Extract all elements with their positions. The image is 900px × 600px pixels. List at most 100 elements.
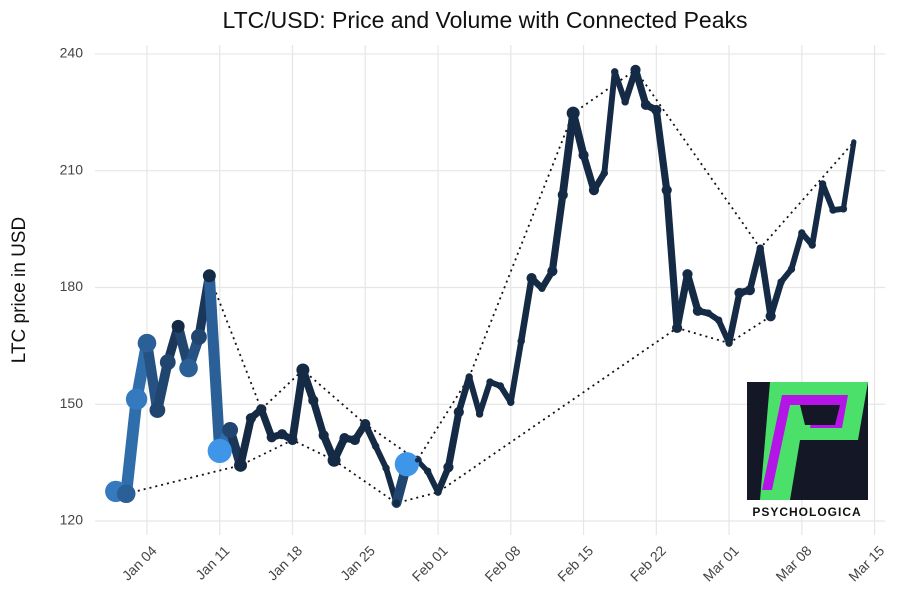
price-segment	[569, 109, 588, 160]
price-point	[207, 438, 232, 464]
price-segment	[236, 414, 255, 470]
price-segment	[840, 139, 857, 212]
price-point	[526, 273, 537, 284]
price-segment	[558, 109, 578, 199]
chart-title: LTC/USD: Price and Volume with Connected…	[223, 7, 748, 33]
price-point	[787, 265, 796, 273]
price-segment	[683, 270, 702, 315]
x-tick-label: Feb 22	[627, 542, 669, 584]
price-point	[159, 354, 176, 371]
price-segment	[309, 396, 328, 439]
x-tick-label: Mar 15	[845, 542, 887, 584]
price-point	[360, 418, 371, 430]
price-segment	[819, 180, 836, 213]
plot	[105, 64, 857, 508]
price-segment	[517, 274, 535, 345]
price-segment	[663, 186, 681, 332]
price-point	[756, 244, 764, 252]
price-point	[851, 139, 857, 145]
price-point	[704, 309, 712, 317]
price-point	[651, 104, 662, 116]
price-point	[818, 180, 827, 188]
price-point	[349, 434, 360, 446]
price-point	[507, 398, 515, 406]
price-segment	[444, 408, 463, 471]
price-point	[434, 488, 442, 496]
price-point	[547, 266, 558, 277]
y-tick-label: 240	[60, 45, 84, 61]
price-point	[566, 106, 580, 120]
price-segment	[788, 230, 805, 273]
price-point	[137, 333, 157, 353]
price-point	[692, 305, 703, 316]
price-point	[234, 458, 248, 472]
price-point	[640, 99, 652, 111]
price-point	[339, 432, 350, 444]
price-point	[600, 169, 609, 177]
price-point	[725, 339, 733, 347]
price-point	[630, 64, 641, 76]
price-segment	[288, 366, 307, 444]
price-point	[672, 322, 683, 334]
watermark: PSYCHOLOGICA	[752, 505, 861, 519]
price-point	[517, 337, 525, 345]
price-point	[423, 467, 432, 475]
price-segment	[548, 191, 567, 275]
trough-line	[125, 315, 772, 505]
price-segment	[507, 338, 525, 406]
price-point	[453, 406, 464, 418]
price-point	[578, 150, 589, 161]
price-point	[465, 373, 473, 381]
price-point	[191, 328, 207, 345]
price-segment	[631, 66, 650, 109]
price-point	[392, 499, 401, 507]
price-point	[277, 429, 288, 440]
x-tick-label: Feb 15	[554, 542, 596, 584]
price-segment	[152, 357, 173, 415]
price-segment	[652, 106, 671, 194]
peak-line	[208, 68, 855, 462]
price-point	[256, 404, 267, 415]
price-point	[765, 311, 776, 322]
x-tick-label: Jan 04	[119, 542, 160, 583]
price-point	[611, 68, 619, 76]
price-segment	[601, 68, 618, 176]
x-tick-label: Mar 08	[772, 542, 814, 584]
price-point	[222, 422, 239, 438]
price-point	[744, 285, 755, 296]
price-point	[829, 206, 837, 214]
price-segment	[120, 393, 143, 500]
x-tick-label: Jan 25	[337, 542, 378, 583]
logo: PSYCHOLOGICA	[747, 382, 868, 519]
price-point	[171, 319, 185, 333]
price-point	[116, 484, 136, 504]
price-segment	[476, 379, 493, 417]
price-point	[308, 395, 319, 406]
x-tick-label: Mar 01	[700, 542, 742, 584]
price-segment	[673, 270, 692, 332]
price-point	[287, 434, 298, 446]
y-axis-label: LTC price in USD	[9, 217, 30, 363]
y-tick-label: 180	[60, 278, 84, 294]
price-point	[382, 464, 390, 472]
price-point	[266, 432, 277, 443]
price-point	[414, 457, 420, 463]
price-point	[296, 363, 310, 377]
x-tick-label: Feb 01	[409, 542, 451, 584]
price-point	[179, 358, 198, 378]
grid: 120 150 180 210 240 Jan 04 Jan 11 Jan 18 Jan 25 F…	[60, 45, 888, 585]
price-point	[327, 453, 341, 467]
price-point	[682, 269, 693, 280]
y-tick-label: 210	[60, 161, 84, 177]
price-point	[496, 382, 505, 390]
price-point	[318, 430, 329, 441]
price-point	[808, 241, 816, 249]
price-point	[486, 378, 494, 386]
price-point	[245, 413, 257, 424]
price-segment	[767, 278, 785, 320]
price-segment	[203, 270, 226, 457]
price-point	[538, 284, 546, 292]
logo-shape	[800, 405, 840, 425]
price-segment	[809, 180, 826, 248]
